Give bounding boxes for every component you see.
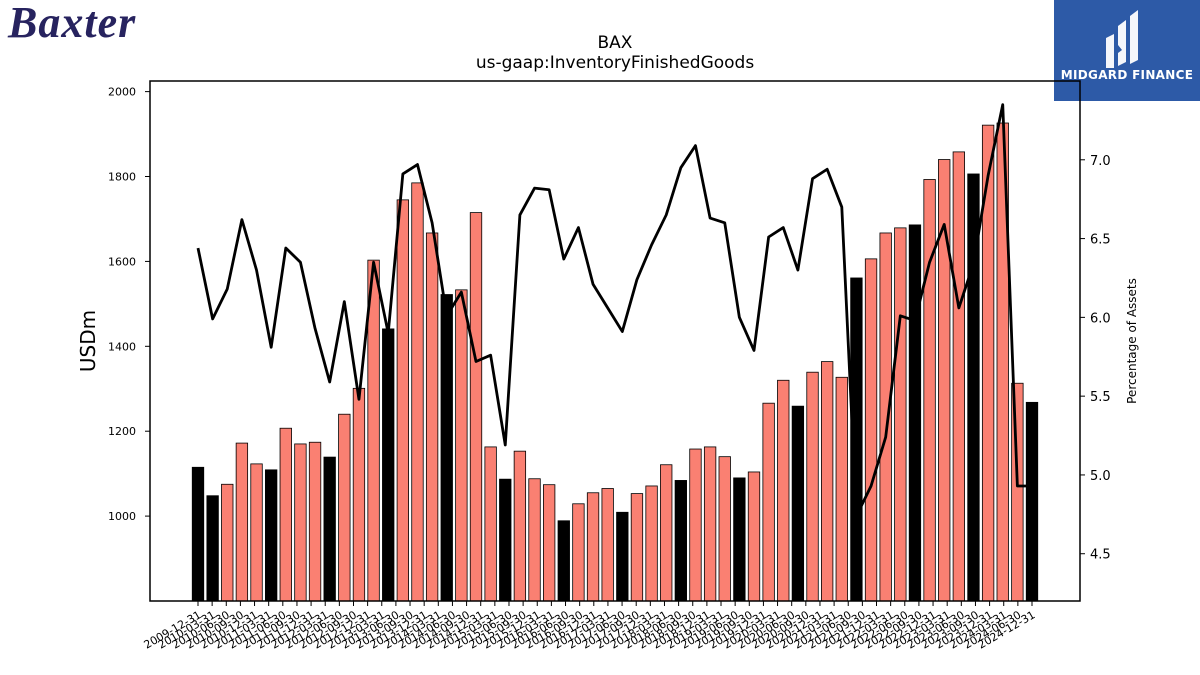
bar — [543, 484, 556, 602]
bar — [528, 478, 541, 602]
bar — [806, 371, 819, 602]
plot-frame — [149, 80, 1081, 602]
percentage-line — [196, 103, 1032, 518]
chart-subtitle: us-gaap:InventoryFinishedGoods — [475, 53, 755, 73]
bar — [660, 464, 673, 602]
brand-mark-icon — [1054, 0, 1200, 101]
brand-name: MIDGARD FINANCE — [1060, 68, 1194, 82]
bar — [674, 480, 687, 602]
bar — [908, 224, 922, 602]
bar — [455, 289, 468, 602]
chart-title: BAX — [597, 33, 633, 53]
bar — [294, 443, 307, 602]
bar — [762, 402, 775, 602]
bar — [572, 503, 585, 602]
y2-axis-label: Percentage of Assets — [1125, 278, 1139, 404]
bar — [952, 151, 965, 602]
y-tick-label: 1600 — [108, 255, 136, 268]
brand-logo: MIDGARD FINANCE — [1054, 0, 1200, 101]
bar — [747, 471, 761, 602]
bar — [250, 463, 263, 602]
bar — [1025, 401, 1039, 602]
bar — [206, 495, 219, 602]
bar — [835, 376, 848, 602]
y2-tick-label: 5.0 — [1090, 469, 1111, 484]
bar — [718, 456, 731, 602]
bar — [586, 492, 600, 602]
bar — [630, 493, 644, 602]
y-tick-label: 1200 — [108, 425, 136, 438]
bar — [469, 212, 483, 602]
y2-tick-label: 6.5 — [1090, 233, 1111, 248]
y-axis-label: USDm — [76, 310, 100, 372]
bar — [425, 232, 439, 602]
bar — [703, 446, 717, 602]
bar — [396, 199, 409, 602]
bar — [821, 361, 834, 602]
bar — [279, 427, 292, 602]
bar — [499, 478, 512, 602]
bar — [235, 442, 249, 602]
y2-tick-label: 7.0 — [1090, 154, 1111, 169]
bar — [411, 182, 424, 602]
y-tick-label: 1400 — [108, 340, 136, 353]
bar — [923, 179, 936, 602]
y2-tick-label: 4.5 — [1090, 548, 1111, 563]
bar — [557, 520, 570, 602]
bar — [382, 328, 395, 602]
y-tick-label: 1800 — [108, 171, 136, 184]
bar — [440, 294, 453, 602]
bar — [645, 485, 658, 602]
bar — [777, 379, 790, 602]
bar — [484, 446, 497, 602]
bar — [513, 450, 527, 602]
bar — [733, 477, 746, 602]
bar — [791, 405, 805, 602]
bar — [864, 258, 878, 602]
bar — [308, 441, 322, 602]
company-logo: Baxter — [8, 0, 137, 47]
bar — [879, 232, 892, 602]
bar — [338, 413, 351, 602]
bar — [265, 469, 278, 602]
bar — [352, 387, 366, 602]
bar — [323, 456, 336, 602]
bar — [601, 488, 614, 602]
y-tick-label: 2000 — [108, 86, 136, 99]
bar — [191, 466, 205, 602]
bar — [689, 448, 702, 602]
bar — [616, 511, 629, 602]
y2-tick-label: 5.5 — [1090, 390, 1111, 405]
y2-tick-label: 6.0 — [1090, 311, 1111, 326]
bar — [221, 483, 234, 602]
y-tick-label: 1000 — [108, 510, 136, 523]
bar — [894, 227, 907, 602]
